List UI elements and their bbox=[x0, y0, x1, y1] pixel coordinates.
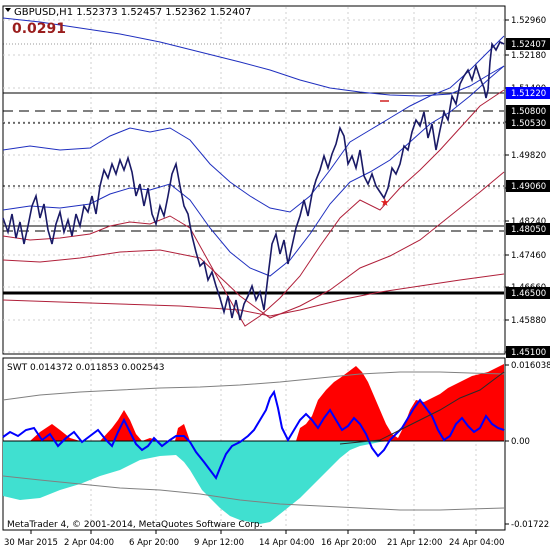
level-tag-label: 1.50530 bbox=[511, 119, 546, 129]
time-tick-label: 21 Apr 12:00 bbox=[387, 538, 442, 548]
price-tick-label: 1.48240 bbox=[511, 217, 546, 227]
main-grid bbox=[3, 7, 504, 353]
swt-upper-envelope bbox=[2, 371, 505, 401]
indicator-tick-label: 0.016038 bbox=[511, 361, 550, 371]
band-lower-red bbox=[2, 89, 505, 327]
level-tag-bg bbox=[506, 38, 550, 50]
indicator-title: SWT 0.014372 0.011853 0.002543 bbox=[7, 363, 165, 373]
price-series bbox=[2, 40, 505, 321]
swt-lower-envelope bbox=[2, 475, 505, 511]
ma-long-blue bbox=[2, 17, 505, 97]
time-tick-label: 9 Apr 12:00 bbox=[194, 538, 244, 548]
main-chart-panel[interactable] bbox=[2, 5, 506, 355]
level-tag-label: 1.52407 bbox=[511, 40, 546, 50]
level-tag-label: 1.48050 bbox=[511, 225, 546, 235]
time-axis[interactable]: 30 Mar 2015 2 Apr 04:00 6 Apr 20:00 9 Apr 1… bbox=[4, 530, 504, 548]
indicator-tick-label: 0.00 bbox=[511, 437, 530, 447]
swt-inner-line bbox=[339, 371, 505, 445]
level-tag-label: 1.46500 bbox=[511, 289, 546, 299]
level-tag-bg bbox=[506, 87, 550, 99]
time-tick-label: 6 Apr 20:00 bbox=[129, 538, 179, 548]
level-tag-label: 1.45100 bbox=[511, 348, 546, 358]
level-tag-label: 1.51220 bbox=[511, 89, 546, 99]
price-tick-label: 1.52960 bbox=[511, 16, 546, 26]
marker-red-star: ★ bbox=[380, 196, 390, 209]
band-outer-red bbox=[2, 171, 505, 319]
band-upper-blue bbox=[2, 35, 505, 213]
price-tick-label: 1.52180 bbox=[511, 51, 546, 61]
time-tick-label: 24 Apr 04:00 bbox=[449, 538, 504, 548]
time-tick-label: 30 Mar 2015 bbox=[4, 538, 58, 548]
chart-header: GBPUSD,H1 1.52373 1.52457 1.52362 1.5240… bbox=[5, 7, 251, 37]
band-mid-blue bbox=[2, 65, 505, 277]
price-tick-label: 1.49820 bbox=[511, 151, 546, 161]
swt-blue-line bbox=[2, 389, 505, 481]
price-tick-label: 1.47460 bbox=[511, 251, 546, 261]
level-tag-bg bbox=[506, 105, 550, 117]
swt-histogram bbox=[3, 364, 504, 524]
price-tick-label: 1.45880 bbox=[511, 316, 546, 326]
time-tick-label: 14 Apr 04:00 bbox=[259, 538, 314, 548]
level-tag-label: 1.49060 bbox=[511, 182, 546, 192]
level-tag-bg bbox=[506, 223, 550, 235]
spread-value: 0.0291 bbox=[12, 21, 66, 37]
indicator-tick-label: -0.017223 bbox=[511, 520, 550, 530]
indicator-axis[interactable]: 0.016038 0.00 -0.017223 bbox=[505, 361, 550, 530]
time-tick-label: 2 Apr 04:00 bbox=[64, 538, 114, 548]
dropdown-triangle-icon[interactable] bbox=[5, 8, 11, 12]
swt-cyan-area bbox=[3, 441, 504, 524]
chart-title: GBPUSD,H1 1.52373 1.52457 1.52362 1.5240… bbox=[14, 7, 251, 18]
level-tag-bg bbox=[506, 287, 550, 299]
watermark: MetaTrader 4, © 2001-2014, MetaQuotes So… bbox=[7, 520, 263, 530]
level-tag-bg bbox=[506, 180, 550, 192]
level-tag-bg bbox=[506, 117, 550, 129]
level-tag-bg bbox=[506, 346, 550, 358]
time-tick-label: 16 Apr 20:00 bbox=[321, 538, 376, 548]
ma-slow-red bbox=[2, 273, 505, 317]
swt-red-area bbox=[3, 364, 504, 504]
level-tag-label: 1.50800 bbox=[511, 107, 546, 117]
price-level-tags: 1.52407 1.51220 1.50800 1.50530 1.49060 1.480… bbox=[506, 38, 550, 358]
